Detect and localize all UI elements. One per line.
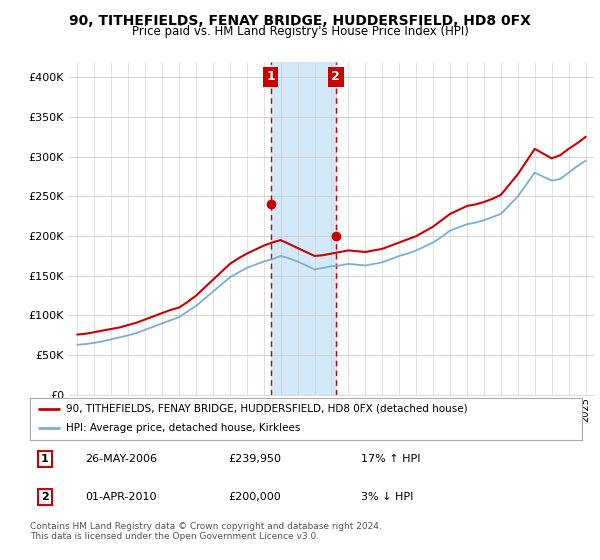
Text: 26-MAY-2006: 26-MAY-2006 bbox=[85, 454, 157, 464]
Text: 3% ↓ HPI: 3% ↓ HPI bbox=[361, 492, 413, 502]
Bar bbox=[271, 62, 336, 395]
Text: 17% ↑ HPI: 17% ↑ HPI bbox=[361, 454, 421, 464]
Text: 2: 2 bbox=[331, 70, 340, 83]
Text: Price paid vs. HM Land Registry's House Price Index (HPI): Price paid vs. HM Land Registry's House … bbox=[131, 25, 469, 38]
Text: 1: 1 bbox=[41, 454, 49, 464]
Text: 2: 2 bbox=[41, 492, 49, 502]
Text: 90, TITHEFIELDS, FENAY BRIDGE, HUDDERSFIELD, HD8 0FX: 90, TITHEFIELDS, FENAY BRIDGE, HUDDERSFI… bbox=[69, 14, 531, 28]
Text: HPI: Average price, detached house, Kirklees: HPI: Average price, detached house, Kirk… bbox=[66, 423, 300, 433]
Text: Contains HM Land Registry data © Crown copyright and database right 2024.
This d: Contains HM Land Registry data © Crown c… bbox=[30, 522, 382, 542]
Text: £239,950: £239,950 bbox=[229, 454, 282, 464]
Text: 01-APR-2010: 01-APR-2010 bbox=[85, 492, 157, 502]
Text: 1: 1 bbox=[266, 70, 275, 83]
Text: £200,000: £200,000 bbox=[229, 492, 281, 502]
Text: 90, TITHEFIELDS, FENAY BRIDGE, HUDDERSFIELD, HD8 0FX (detached house): 90, TITHEFIELDS, FENAY BRIDGE, HUDDERSFI… bbox=[66, 404, 467, 414]
